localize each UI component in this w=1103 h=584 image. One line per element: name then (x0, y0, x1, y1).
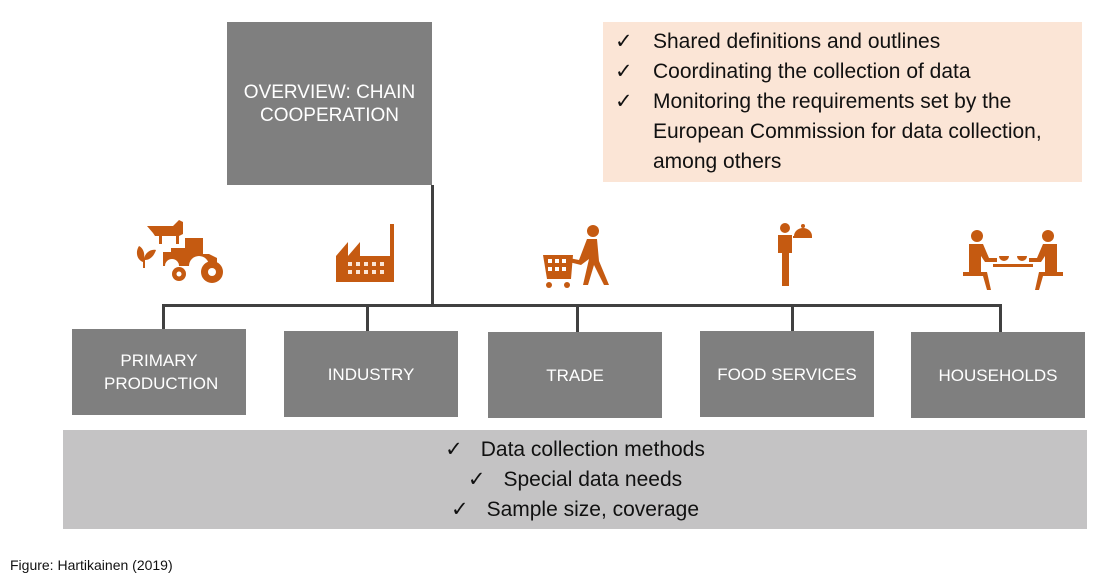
people-dining-icon (963, 228, 1063, 292)
connector-line (162, 304, 165, 330)
sector-tasks-box: ✓ Data collection methods ✓ Special data n… (63, 430, 1087, 529)
sector-industry: INDUSTRY (284, 331, 458, 417)
sector-trade: TRADE (488, 332, 662, 418)
task-item: ✓ Monitoring the requirements set by the … (615, 87, 1082, 177)
check-icon: ✓ (445, 437, 463, 461)
figure-caption: Figure: Hartikainen (2019) (10, 557, 173, 573)
factory-icon (336, 222, 402, 284)
check-icon: ✓ (467, 467, 486, 491)
task-item: ✓ Sample size, coverage (450, 497, 700, 521)
task-item: ✓ Coordinating the collection of data (615, 57, 1082, 87)
task-item: ✓ Shared definitions and outlines (615, 27, 1082, 57)
check-icon: ✓ (615, 60, 633, 83)
cow-tractor-plant-icon (133, 218, 228, 284)
sector-primary-production: PRIMARY PRODUCTION (72, 329, 246, 415)
connector-line (431, 185, 434, 306)
connector-line (366, 304, 369, 332)
overview-title: OVERVIEW: CHAIN COOPERATION (243, 81, 416, 126)
overview-box: OVERVIEW: CHAIN COOPERATION (227, 22, 432, 185)
waiter-icon (776, 222, 812, 288)
sector-households: HOUSEHOLDS (911, 332, 1085, 418)
connector-line (576, 304, 579, 333)
connector-line (999, 304, 1002, 333)
task-item: ✓ Data collection methods (445, 437, 705, 461)
task-item: ✓ Special data needs (467, 467, 683, 491)
coordination-tasks-box: ✓ Shared definitions and outlines ✓ Coordi… (603, 22, 1082, 182)
connector-line (791, 304, 794, 332)
check-icon: ✓ (615, 90, 633, 113)
check-icon: ✓ (450, 497, 469, 521)
sector-food-services: FOOD SERVICES (700, 331, 874, 417)
shopping-cart-person-icon (543, 223, 615, 289)
connector-line (162, 304, 1002, 307)
check-icon: ✓ (615, 30, 633, 53)
